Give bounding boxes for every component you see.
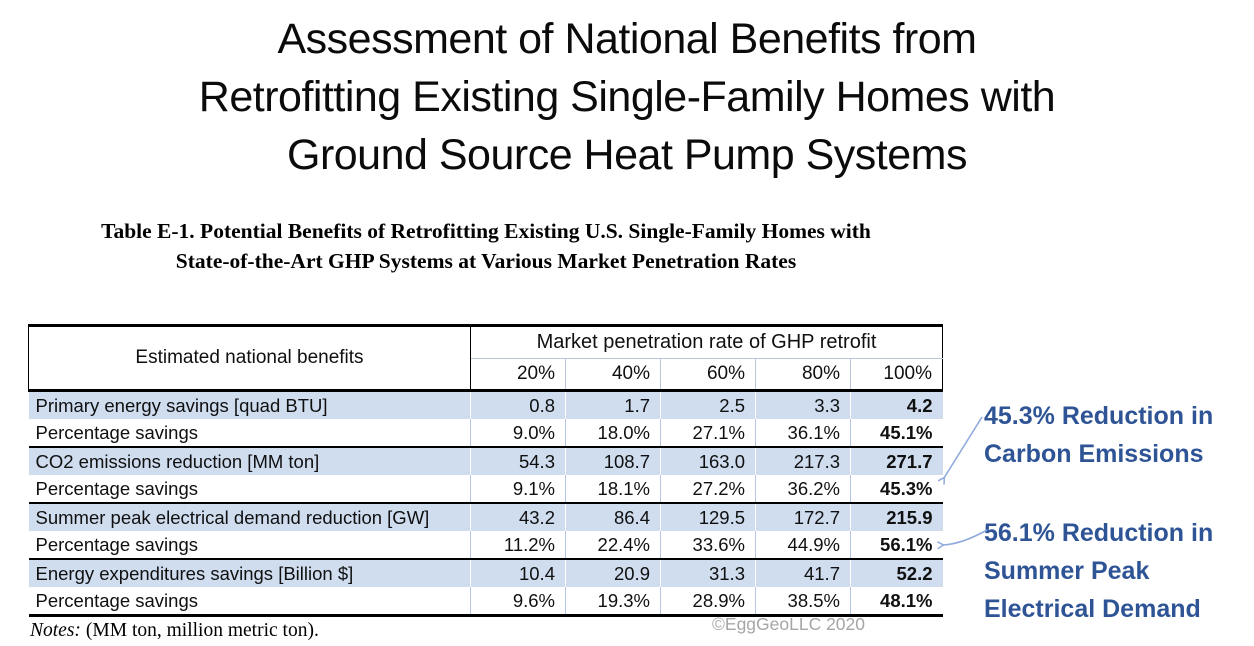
cell-value: 9.0% bbox=[470, 419, 566, 448]
cell-value: 28.9% bbox=[660, 587, 756, 617]
row-label: Percentage savings bbox=[28, 531, 471, 560]
table-caption-line: Table E-1. Potential Benefits of Retrofi… bbox=[101, 219, 871, 243]
cell-value: 27.1% bbox=[660, 419, 756, 448]
arrow-to-56-1-pct bbox=[943, 529, 988, 545]
row-co2-reduction-pct: Percentage savings 9.1% 18.1% 27.2% 36.2… bbox=[28, 475, 943, 504]
cell-value: 18.0% bbox=[565, 419, 661, 448]
column-header-benefits: Estimated national benefits bbox=[28, 324, 471, 392]
row-energy-expenditures: Energy expenditures savings [Billion $] … bbox=[28, 559, 943, 587]
slide-title-line: Ground Source Heat Pump Systems bbox=[287, 131, 967, 179]
notes-prefix: Notes: bbox=[30, 620, 81, 641]
cell-value: 41.7 bbox=[755, 559, 851, 587]
row-summer-peak-pct: Percentage savings 11.2% 22.4% 33.6% 44.… bbox=[28, 531, 943, 560]
cell-value: 11.2% bbox=[470, 531, 566, 560]
cell-value: 19.3% bbox=[565, 587, 661, 617]
annotation-line: Summer Peak bbox=[984, 557, 1150, 585]
cell-value: 18.1% bbox=[565, 475, 661, 504]
annotation-summer-peak-demand: 56.1% Reduction in Summer Peak Electrica… bbox=[984, 514, 1254, 628]
cell-value: 56.1% bbox=[849, 531, 943, 560]
cell-value: 9.1% bbox=[470, 475, 566, 504]
cell-value: 38.5% bbox=[755, 587, 851, 617]
cell-value: 20.9 bbox=[565, 559, 661, 587]
annotation-carbon-emissions: 45.3% Reduction in Carbon Emissions bbox=[984, 397, 1254, 473]
cell-value: 9.6% bbox=[470, 587, 566, 617]
benefits-table: Estimated national benefits Market penet… bbox=[28, 324, 944, 617]
slide-title-line: Retrofitting Existing Single-Family Home… bbox=[198, 73, 1056, 121]
cell-value: 271.7 bbox=[849, 447, 943, 475]
annotation-line: 56.1% Reduction in bbox=[984, 519, 1214, 547]
cell-value: 45.1% bbox=[849, 419, 943, 448]
cell-value: 129.5 bbox=[660, 503, 756, 531]
column-header-100pct: 100% bbox=[849, 358, 944, 392]
slide-title: Assessment of National Benefits from Ret… bbox=[0, 10, 1254, 184]
table-caption: Table E-1. Potential Benefits of Retrofi… bbox=[28, 216, 944, 276]
arrow-to-45-3-pct bbox=[944, 416, 983, 478]
annotation-line: 45.3% Reduction in bbox=[984, 402, 1214, 430]
cell-value: 33.6% bbox=[660, 531, 756, 560]
annotation-line: Carbon Emissions bbox=[984, 440, 1204, 468]
row-label: CO2 emissions reduction [MM ton] bbox=[28, 447, 471, 475]
column-group-header: Market penetration rate of GHP retrofit bbox=[470, 324, 944, 359]
row-label: Summer peak electrical demand reduction … bbox=[28, 503, 471, 531]
row-label: Primary energy savings [quad BTU] bbox=[28, 390, 471, 419]
cell-value: 217.3 bbox=[755, 447, 851, 475]
cell-value: 45.3% bbox=[849, 475, 943, 504]
cell-value: 3.3 bbox=[755, 390, 851, 419]
row-label: Percentage savings bbox=[28, 419, 471, 448]
cell-value: 43.2 bbox=[470, 503, 566, 531]
cell-value: 0.8 bbox=[470, 390, 566, 419]
cell-value: 31.3 bbox=[660, 559, 756, 587]
row-label: Energy expenditures savings [Billion $] bbox=[28, 559, 471, 587]
cell-value: 215.9 bbox=[849, 503, 943, 531]
cell-value: 10.4 bbox=[470, 559, 566, 587]
cell-value: 27.2% bbox=[660, 475, 756, 504]
cell-value: 44.9% bbox=[755, 531, 851, 560]
cell-value: 54.3 bbox=[470, 447, 566, 475]
row-primary-energy: Primary energy savings [quad BTU] 0.8 1.… bbox=[28, 390, 943, 419]
cell-value: 36.1% bbox=[755, 419, 851, 448]
cell-value: 2.5 bbox=[660, 390, 756, 419]
row-co2-reduction: CO2 emissions reduction [MM ton] 54.3 10… bbox=[28, 447, 943, 475]
column-header-20pct: 20% bbox=[470, 358, 566, 392]
cell-value: 163.0 bbox=[660, 447, 756, 475]
cell-value: 1.7 bbox=[565, 390, 661, 419]
cell-value: 48.1% bbox=[849, 587, 943, 617]
cell-value: 86.4 bbox=[565, 503, 661, 531]
row-primary-energy-pct: Percentage savings 9.0% 18.0% 27.1% 36.1… bbox=[28, 419, 943, 448]
cell-value: 36.2% bbox=[755, 475, 851, 504]
column-header-80pct: 80% bbox=[755, 358, 851, 392]
row-label: Percentage savings bbox=[28, 475, 471, 504]
notes-text: (MM ton, million metric ton). bbox=[85, 620, 319, 641]
row-energy-expenditures-pct: Percentage savings 9.6% 19.3% 28.9% 38.5… bbox=[28, 587, 943, 617]
cell-value: 172.7 bbox=[755, 503, 851, 531]
row-summer-peak: Summer peak electrical demand reduction … bbox=[28, 503, 943, 531]
cell-value: 108.7 bbox=[565, 447, 661, 475]
cell-value: 22.4% bbox=[565, 531, 661, 560]
annotation-line: Electrical Demand bbox=[984, 595, 1201, 623]
row-label: Percentage savings bbox=[28, 587, 471, 617]
column-header-40pct: 40% bbox=[565, 358, 661, 392]
table-notes: Notes: (MM ton, million metric ton). bbox=[30, 620, 319, 642]
cell-value: 4.2 bbox=[849, 390, 943, 419]
copyright-watermark: ©EggGeoLLC 2020 bbox=[712, 614, 866, 634]
slide-title-line: Assessment of National Benefits from bbox=[277, 15, 977, 63]
cell-value: 52.2 bbox=[849, 559, 943, 587]
column-header-60pct: 60% bbox=[660, 358, 756, 392]
table-caption-line: State-of-the-Art GHP Systems at Various … bbox=[175, 249, 797, 273]
